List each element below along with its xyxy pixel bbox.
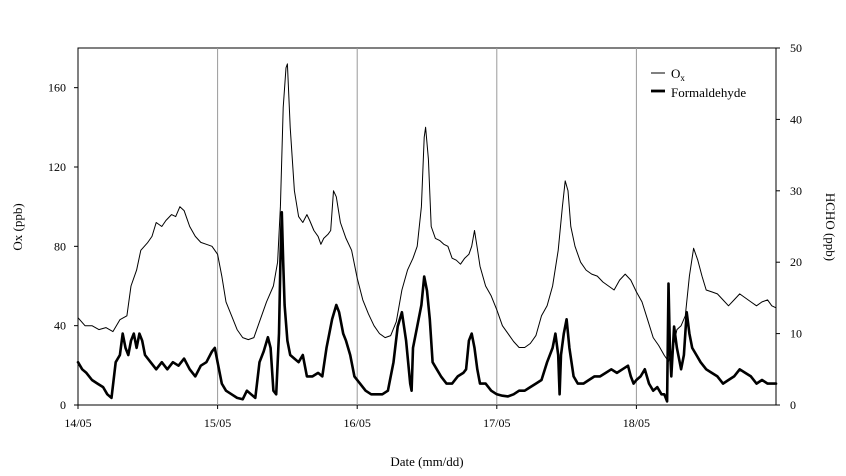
left-y-axis-title: Ox (ppb) xyxy=(10,203,25,250)
series-formaldehyde-line xyxy=(76,210,778,403)
right-y-tick-label: 30 xyxy=(790,184,802,198)
x-tick-label: 17/05 xyxy=(483,416,510,430)
x-tick-label: 15/05 xyxy=(204,416,231,430)
right-y-tick-label: 40 xyxy=(790,112,802,126)
left-y-tick-label: 40 xyxy=(54,319,66,333)
left-y-tick-label: 80 xyxy=(54,239,66,253)
x-axis-ticks: 14/05 15/05 16/05 17/05 18/05 xyxy=(64,405,650,430)
plot-frame xyxy=(77,47,777,406)
series-lines xyxy=(76,63,778,403)
left-y-axis-ticks: 0 40 80 120 160 xyxy=(48,81,78,412)
day-gridlines xyxy=(217,48,637,405)
left-y-tick-label: 160 xyxy=(48,81,66,95)
legend-formaldehyde-label: Formaldehyde xyxy=(671,85,746,100)
right-y-tick-label: 50 xyxy=(790,41,802,55)
right-y-axis-ticks: 0 10 20 30 40 50 xyxy=(776,41,802,412)
x-tick-label: 14/05 xyxy=(64,416,91,430)
right-y-tick-label: 20 xyxy=(790,255,802,269)
legend-ox-label: Ox xyxy=(671,66,685,83)
right-y-tick-label: 0 xyxy=(790,398,796,412)
left-y-tick-label: 120 xyxy=(48,160,66,174)
right-y-axis-title: HCHO (ppb) xyxy=(823,193,838,261)
right-y-tick-label: 10 xyxy=(790,327,802,341)
x-tick-label: 16/05 xyxy=(344,416,371,430)
x-tick-label: 18/05 xyxy=(623,416,650,430)
x-axis-title: Date (mm/dd) xyxy=(390,454,463,469)
legend: Ox Formaldehyde xyxy=(651,66,746,100)
legend-ox-subscript: x xyxy=(680,73,685,83)
left-y-tick-label: 0 xyxy=(60,398,66,412)
legend-ox-main: O xyxy=(671,66,680,81)
series-ox-line xyxy=(77,63,777,362)
